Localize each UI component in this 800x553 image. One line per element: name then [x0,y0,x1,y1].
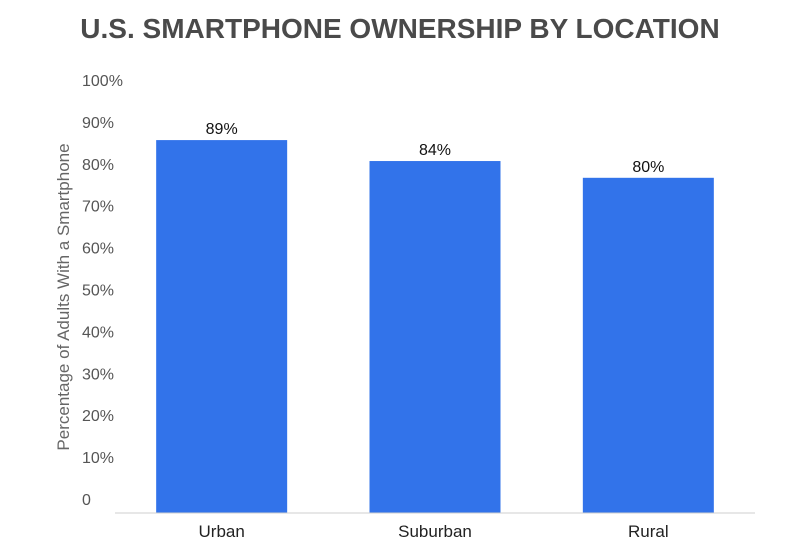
x-tick-label-suburban: Suburban [398,522,472,541]
y-tick-label: 60% [82,241,114,258]
data-label-urban: 89% [206,121,238,138]
bar-rural [582,177,714,514]
bar-suburban [369,161,501,514]
y-axis-ticks: 0 10% 20% 30% 40% 50% 60% 70% 80% 90% 100% [82,73,123,509]
y-tick-label: 40% [82,324,114,341]
data-labels: 89% 84% 80% [206,121,665,176]
bars [156,140,714,514]
bar-urban [156,140,288,513]
data-label-suburban: 84% [419,142,451,159]
x-axis-ticks: Urban Suburban Rural [199,522,669,541]
y-tick-label: 10% [82,450,114,467]
x-tick-label-rural: Rural [628,522,669,541]
y-tick-label: 30% [82,366,114,383]
x-tick-label-urban: Urban [199,522,245,541]
y-tick-label: 70% [82,199,114,216]
y-tick-label: 100% [82,73,123,90]
chart-title: U.S. SMARTPHONE OWNERSHIP BY LOCATION [80,13,719,44]
y-tick-label: 0 [82,492,91,509]
y-tick-label: 50% [82,283,114,300]
data-label-rural: 80% [632,159,664,176]
y-tick-label: 80% [82,157,114,174]
y-tick-label: 90% [82,115,114,132]
y-axis-label: Percentage of Adults With a Smartphone [54,143,73,450]
y-tick-label: 20% [82,408,114,425]
